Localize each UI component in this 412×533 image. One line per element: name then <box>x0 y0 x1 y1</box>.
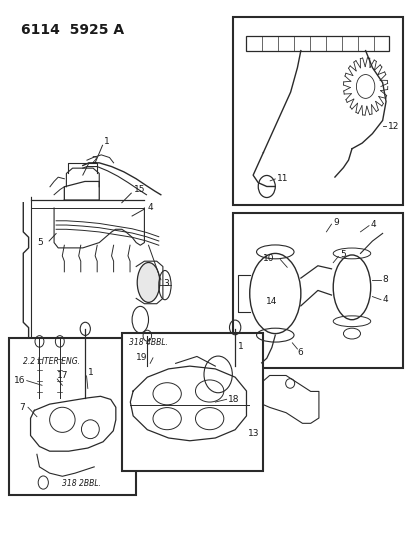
Bar <box>246 36 389 51</box>
Text: 6114  5925 A: 6114 5925 A <box>21 23 124 37</box>
Text: 12: 12 <box>388 122 399 131</box>
Text: 1: 1 <box>88 368 94 377</box>
Bar <box>9 338 136 495</box>
Bar <box>233 17 403 205</box>
Text: 6: 6 <box>297 348 303 357</box>
Text: 318 4BBL.: 318 4BBL. <box>129 338 168 348</box>
Text: 4: 4 <box>147 203 153 212</box>
Text: 16: 16 <box>14 376 26 385</box>
Text: 8: 8 <box>383 275 389 284</box>
Text: 2: 2 <box>92 156 98 165</box>
Text: 7: 7 <box>19 403 25 412</box>
Text: 13: 13 <box>248 430 259 439</box>
Text: 2.2 LITER ENG.: 2.2 LITER ENG. <box>23 357 80 366</box>
Text: 1: 1 <box>104 137 110 146</box>
Text: 15: 15 <box>134 185 146 195</box>
Text: 10: 10 <box>263 254 275 263</box>
Bar <box>233 213 403 368</box>
Text: 19: 19 <box>136 353 147 362</box>
Text: 4: 4 <box>371 220 376 229</box>
Text: 5: 5 <box>37 238 43 247</box>
Text: 18: 18 <box>228 395 239 404</box>
Text: 318 2BBL.: 318 2BBL. <box>62 479 101 488</box>
Text: 3: 3 <box>164 279 169 288</box>
Text: 11: 11 <box>277 174 288 183</box>
Ellipse shape <box>137 263 160 302</box>
Text: 14: 14 <box>266 296 277 305</box>
Bar <box>122 333 264 471</box>
Text: 4: 4 <box>383 295 388 304</box>
Text: 17: 17 <box>57 372 69 381</box>
Text: 9: 9 <box>333 218 339 227</box>
Text: 1: 1 <box>238 342 244 351</box>
Text: 5: 5 <box>340 251 346 260</box>
